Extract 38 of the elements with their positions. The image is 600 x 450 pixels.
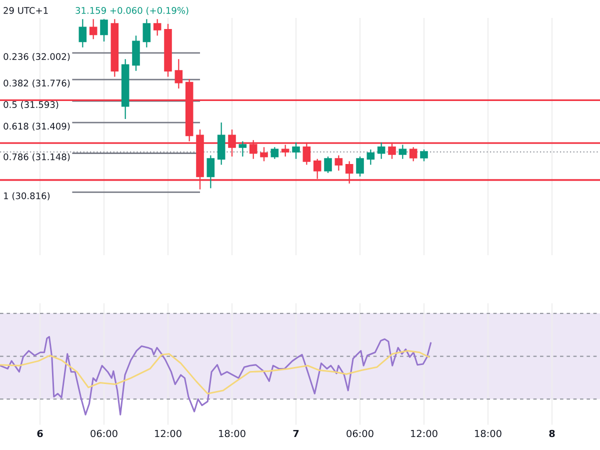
candlestick: [238, 140, 247, 158]
candlestick: [366, 148, 375, 166]
x-tick-label: 06:00: [90, 430, 118, 438]
x-tick-label: 7: [293, 430, 299, 438]
x-tick-label: 6: [37, 430, 43, 438]
ref-line-label: 1 (30.816): [4, 192, 50, 200]
candlestick: [153, 18, 162, 36]
candlestick: [324, 156, 332, 174]
candlestick: [260, 146, 268, 162]
x-tick-label: 12:00: [155, 430, 182, 438]
text: 29 UTC+1: [4, 7, 48, 14]
candlestick: [420, 148, 428, 162]
candlestick: [174, 58, 183, 89]
candlestick: [270, 146, 279, 160]
candlestick: [377, 142, 386, 160]
x-tick-label: 18:00: [475, 430, 502, 438]
x-tick-label: 18:00: [219, 430, 246, 438]
text: 31.159 +0.060 (+0.19%): [76, 6, 188, 15]
x-tick-label: 8: [549, 430, 555, 438]
ref-line-label: 0.236 (32.002): [4, 52, 70, 62]
candlestick: [89, 18, 98, 40]
ref-line-label: 0.618 (31.409): [4, 122, 70, 131]
candlestick: [142, 18, 151, 48]
candlestick: [356, 156, 364, 178]
ref-line-label: 0.786 (31.148): [4, 153, 70, 162]
candlestick: [409, 146, 418, 162]
candlestick: [217, 122, 226, 166]
candlestick: [78, 18, 87, 48]
x-tick-label: 06:00: [346, 430, 374, 438]
candlestick: [334, 154, 343, 172]
ref-line-label: 0.5 (31.593): [4, 101, 58, 110]
candlestick: [100, 18, 108, 42]
candlestick: [132, 35, 140, 72]
ref-line-label: 0.382 (31.776): [4, 80, 70, 88]
candlestick: [206, 154, 215, 189]
candlestick: [398, 144, 407, 160]
candlestick: [292, 142, 300, 160]
x-tick-label: 12:00: [411, 430, 438, 438]
